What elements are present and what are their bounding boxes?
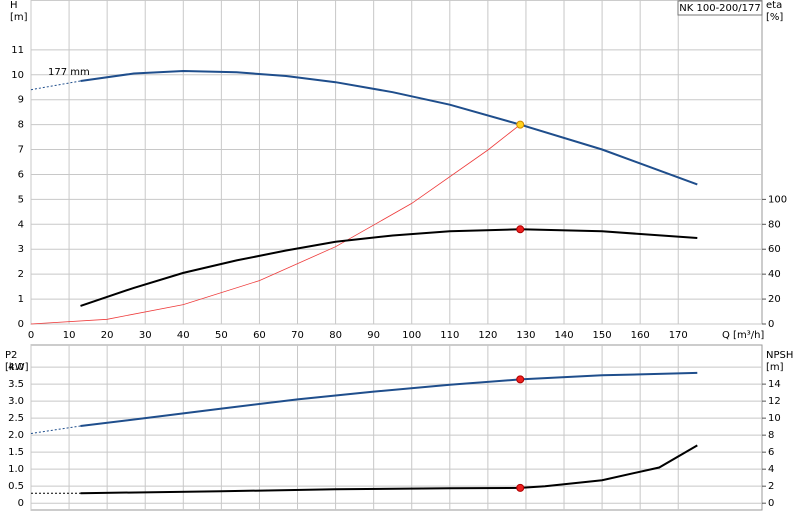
curve	[80, 69, 698, 186]
x-tick-label: 160	[631, 330, 650, 341]
x-tick-label: 60	[253, 330, 266, 341]
y2-tick-label: 100	[768, 194, 787, 205]
y2-tick-label: 14	[768, 379, 781, 390]
y2-tick-label: 60	[768, 244, 781, 255]
y2-tick-label: 2	[768, 481, 774, 492]
y2-tick-label: 12	[768, 396, 781, 407]
y-axis-unit: [kW]	[5, 362, 29, 373]
x-tick-label: 0	[28, 330, 34, 341]
x-tick-label: 30	[139, 330, 152, 341]
curve-annotation: 177 mm	[48, 67, 90, 78]
curve-extension	[30, 80, 81, 91]
duty-point	[516, 483, 525, 492]
x-tick-label: 20	[101, 330, 114, 341]
curve-extension	[30, 425, 81, 434]
y2-tick-label: 20	[768, 294, 781, 305]
y2-axis-label: eta	[766, 0, 782, 11]
y2-tick-label: 4	[768, 464, 774, 475]
y-tick-label: 0	[18, 319, 24, 330]
plot-frame	[30, 344, 763, 511]
y-axis-label: P2	[5, 350, 17, 361]
duty-point	[516, 225, 525, 234]
y-tick-label: 9	[18, 95, 24, 106]
x-tick-label: 50	[215, 330, 228, 341]
y-tick-label: 2.5	[8, 413, 24, 424]
x-tick-label: 120	[478, 330, 497, 341]
y-tick-label: 4.0	[8, 362, 24, 373]
y2-tick-label: 6	[768, 447, 774, 458]
y-tick-label: 0.5	[8, 481, 24, 492]
x-tick-label: 80	[329, 330, 342, 341]
y-tick-label: 2	[18, 269, 24, 280]
y-tick-label: 7	[18, 145, 24, 156]
y-tick-label: 0	[18, 498, 24, 509]
y-tick-label: 3.5	[8, 379, 24, 390]
y-tick-label: 1.0	[8, 464, 24, 475]
y-tick-label: 6	[18, 169, 24, 180]
y-tick-label: 8	[18, 120, 24, 131]
x-tick-label: 100	[402, 330, 421, 341]
x-tick-label: 140	[554, 330, 573, 341]
x-tick-label: 40	[177, 330, 190, 341]
duty-point	[516, 120, 525, 129]
curve	[80, 228, 698, 307]
duty-point	[516, 375, 525, 384]
chart-title: NK 100-200/177	[679, 3, 760, 14]
x-tick-label: 170	[669, 330, 688, 341]
y-tick-label: 4	[18, 219, 24, 230]
y-tick-label: 2.0	[8, 430, 24, 441]
y-tick-label: 11	[11, 45, 24, 56]
x-tick-label: 90	[367, 330, 380, 341]
y-tick-label: 1.5	[8, 447, 24, 458]
y2-axis-unit: [m]	[766, 362, 784, 373]
title-box	[677, 0, 763, 16]
y-axis-label: H	[10, 0, 18, 11]
y2-axis-unit: [%]	[766, 12, 783, 23]
y2-tick-label: 0	[768, 319, 774, 330]
y2-tick-label: 10	[768, 413, 781, 424]
y-tick-label: 5	[18, 194, 24, 205]
y-tick-label: 3	[18, 244, 24, 255]
x-tick-label: 10	[63, 330, 76, 341]
curve	[30, 124, 521, 325]
y2-tick-label: 8	[768, 430, 774, 441]
y-tick-label: 10	[11, 70, 24, 81]
x-tick-label: 110	[440, 330, 459, 341]
y2-tick-label: 0	[768, 498, 774, 509]
y2-tick-label: 80	[768, 219, 781, 230]
x-axis-label: Q [m³/h]	[722, 330, 764, 341]
x-tick-label: 70	[291, 330, 304, 341]
y2-tick-label: 40	[768, 269, 781, 280]
y-tick-label: 3.0	[8, 396, 24, 407]
curve	[80, 371, 698, 427]
plot-frame	[30, 0, 763, 325]
x-tick-label: 150	[593, 330, 612, 341]
y-axis-unit: [m]	[10, 12, 28, 23]
x-tick-label: 130	[516, 330, 535, 341]
y-tick-label: 1	[18, 294, 24, 305]
y2-axis-label: NPSH	[766, 350, 793, 361]
